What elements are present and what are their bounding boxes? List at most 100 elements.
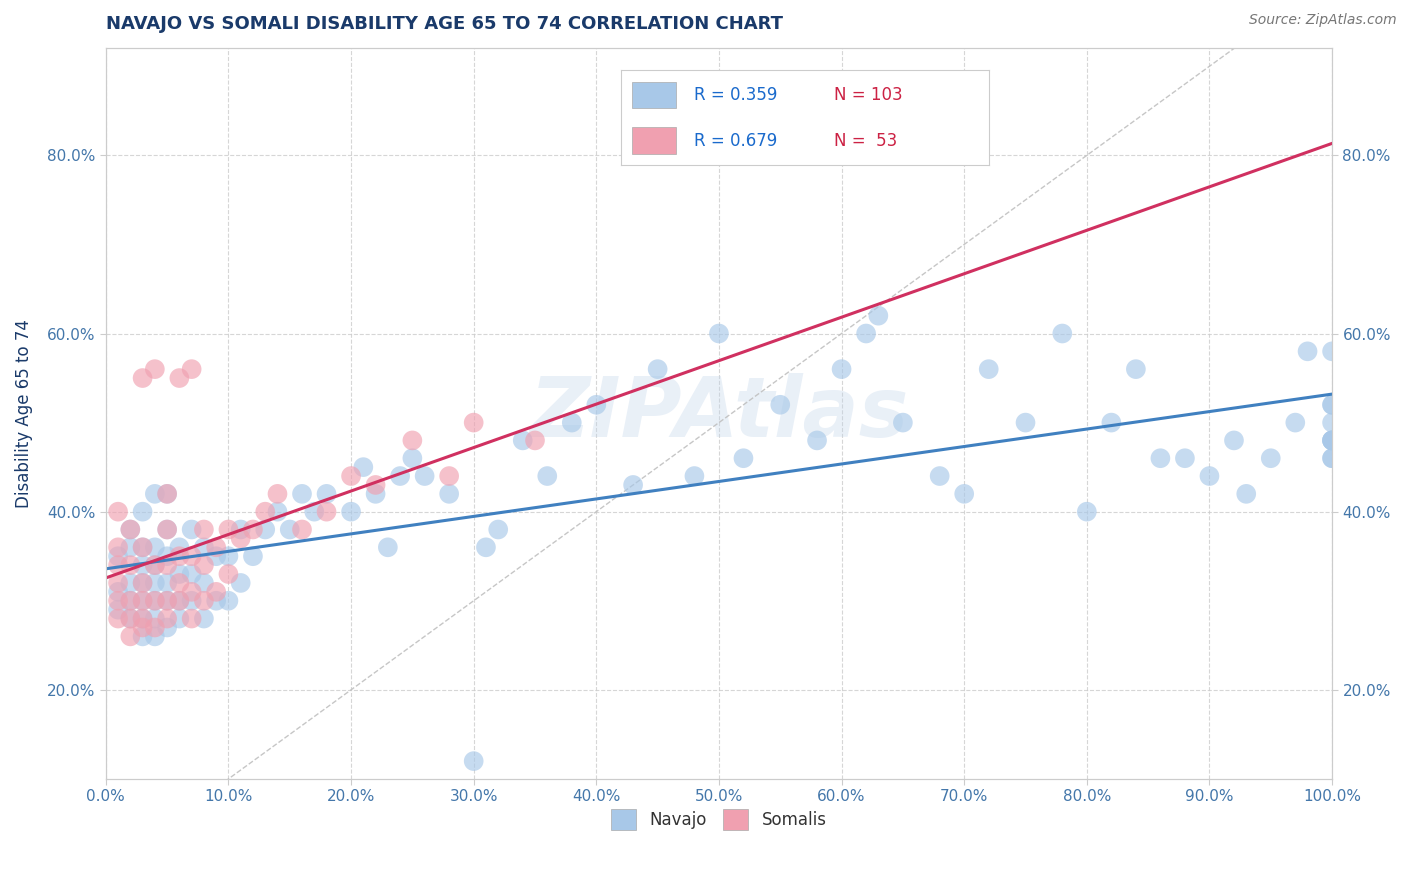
Point <box>266 505 288 519</box>
Point <box>621 478 644 492</box>
Point <box>143 541 166 555</box>
Point <box>1320 416 1343 430</box>
Point <box>1149 451 1171 466</box>
Point <box>1320 434 1343 448</box>
Point <box>463 416 485 430</box>
Point <box>1320 398 1343 412</box>
Point <box>1296 344 1319 359</box>
Point <box>806 434 828 448</box>
Point <box>585 398 607 412</box>
Point <box>855 326 877 341</box>
Point <box>193 611 215 625</box>
Point <box>217 593 239 607</box>
Point <box>304 505 326 519</box>
Point <box>475 541 498 555</box>
Point <box>205 549 228 564</box>
Point <box>1320 451 1343 466</box>
Point <box>217 567 239 582</box>
Point <box>364 478 387 492</box>
Point <box>1320 434 1343 448</box>
Point <box>131 593 153 607</box>
Point <box>120 576 142 591</box>
Point <box>180 362 202 376</box>
Point <box>169 611 191 625</box>
Point <box>107 593 129 607</box>
Point <box>217 523 239 537</box>
Point <box>180 567 202 582</box>
Legend: Navajo, Somalis: Navajo, Somalis <box>605 803 834 837</box>
Point <box>1125 362 1147 376</box>
Point <box>131 576 153 591</box>
Point <box>120 629 142 643</box>
Point <box>107 541 129 555</box>
Point <box>364 487 387 501</box>
Point <box>156 549 179 564</box>
Point <box>229 532 252 546</box>
Point <box>205 585 228 599</box>
Text: ZIPAtlas: ZIPAtlas <box>529 373 908 454</box>
Point <box>107 576 129 591</box>
Point <box>156 611 179 625</box>
Point <box>315 505 337 519</box>
Point <box>143 487 166 501</box>
Point <box>143 362 166 376</box>
Point <box>389 469 412 483</box>
Point <box>131 611 153 625</box>
Point <box>156 487 179 501</box>
Point <box>131 558 153 573</box>
Point <box>180 593 202 607</box>
Point <box>131 620 153 634</box>
Point <box>131 629 153 643</box>
Point <box>131 541 153 555</box>
Point <box>193 523 215 537</box>
Point <box>733 451 755 466</box>
Point <box>143 629 166 643</box>
Point <box>561 416 583 430</box>
Point <box>193 593 215 607</box>
Point <box>486 523 509 537</box>
Point <box>413 469 436 483</box>
Point <box>1234 487 1257 501</box>
Point <box>1320 434 1343 448</box>
Point <box>266 487 288 501</box>
Point <box>156 593 179 607</box>
Point <box>1052 326 1074 341</box>
Point <box>205 541 228 555</box>
Point <box>868 309 890 323</box>
Point <box>180 549 202 564</box>
Point <box>120 523 142 537</box>
Point <box>131 576 153 591</box>
Point <box>107 602 129 616</box>
Point <box>352 460 374 475</box>
Point <box>120 541 142 555</box>
Point <box>1014 416 1036 430</box>
Point <box>205 593 228 607</box>
Y-axis label: Disability Age 65 to 74: Disability Age 65 to 74 <box>15 319 32 508</box>
Point <box>463 754 485 768</box>
Point <box>1174 451 1197 466</box>
Point <box>120 558 142 573</box>
Point <box>1099 416 1122 430</box>
Point <box>131 505 153 519</box>
Point <box>229 576 252 591</box>
Point <box>107 558 129 573</box>
Point <box>291 487 314 501</box>
Point <box>437 469 460 483</box>
Point <box>156 620 179 634</box>
Point <box>1198 469 1220 483</box>
Point <box>524 434 547 448</box>
Point <box>1284 416 1306 430</box>
Point <box>131 593 153 607</box>
Point <box>107 505 129 519</box>
Point <box>180 523 202 537</box>
Point <box>169 549 191 564</box>
Point <box>536 469 558 483</box>
Point <box>1076 505 1098 519</box>
Point <box>315 487 337 501</box>
Point <box>193 576 215 591</box>
Point <box>242 523 264 537</box>
Point <box>437 487 460 501</box>
Point <box>131 371 153 385</box>
Point <box>156 487 179 501</box>
Point <box>120 593 142 607</box>
